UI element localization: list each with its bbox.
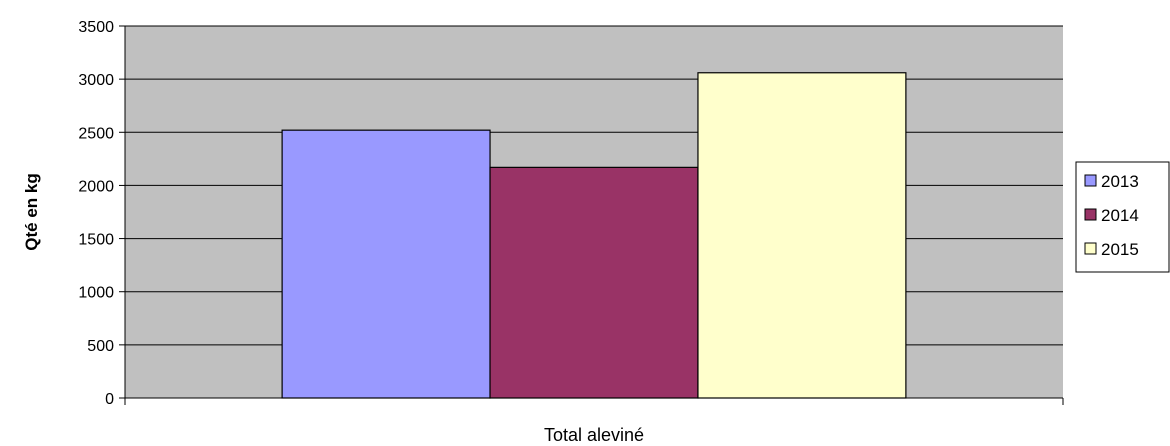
y-tick-label: 3500 [78, 19, 114, 36]
y-axis-label: Qté en kg [22, 173, 41, 250]
y-tick-label: 1000 [78, 285, 114, 302]
x-axis-label: Total aleviné [544, 425, 644, 445]
y-tick-label: 1500 [78, 232, 114, 249]
bar-2013 [281, 129, 491, 399]
bar-2015 [697, 72, 907, 399]
legend: 2013 2014 2015 [1075, 161, 1170, 273]
legend-swatch-2013 [1084, 174, 1097, 187]
bar-2014 [489, 166, 699, 399]
y-tick-label: 0 [105, 391, 114, 408]
legend-swatch-2014 [1084, 208, 1097, 221]
y-axis-ticks: 0 500 1000 1500 2000 2500 3000 3500 [78, 19, 1064, 408]
y-tick-label: 3000 [78, 72, 114, 89]
legend-label: 2013 [1101, 172, 1139, 191]
y-tick-label: 2500 [78, 125, 114, 142]
bars [281, 72, 907, 399]
legend-label: 2014 [1101, 206, 1139, 225]
legend-swatch-2015 [1084, 242, 1097, 255]
legend-label: 2015 [1101, 240, 1139, 259]
y-tick-label: 2000 [78, 178, 114, 195]
y-tick-label: 500 [87, 338, 114, 355]
